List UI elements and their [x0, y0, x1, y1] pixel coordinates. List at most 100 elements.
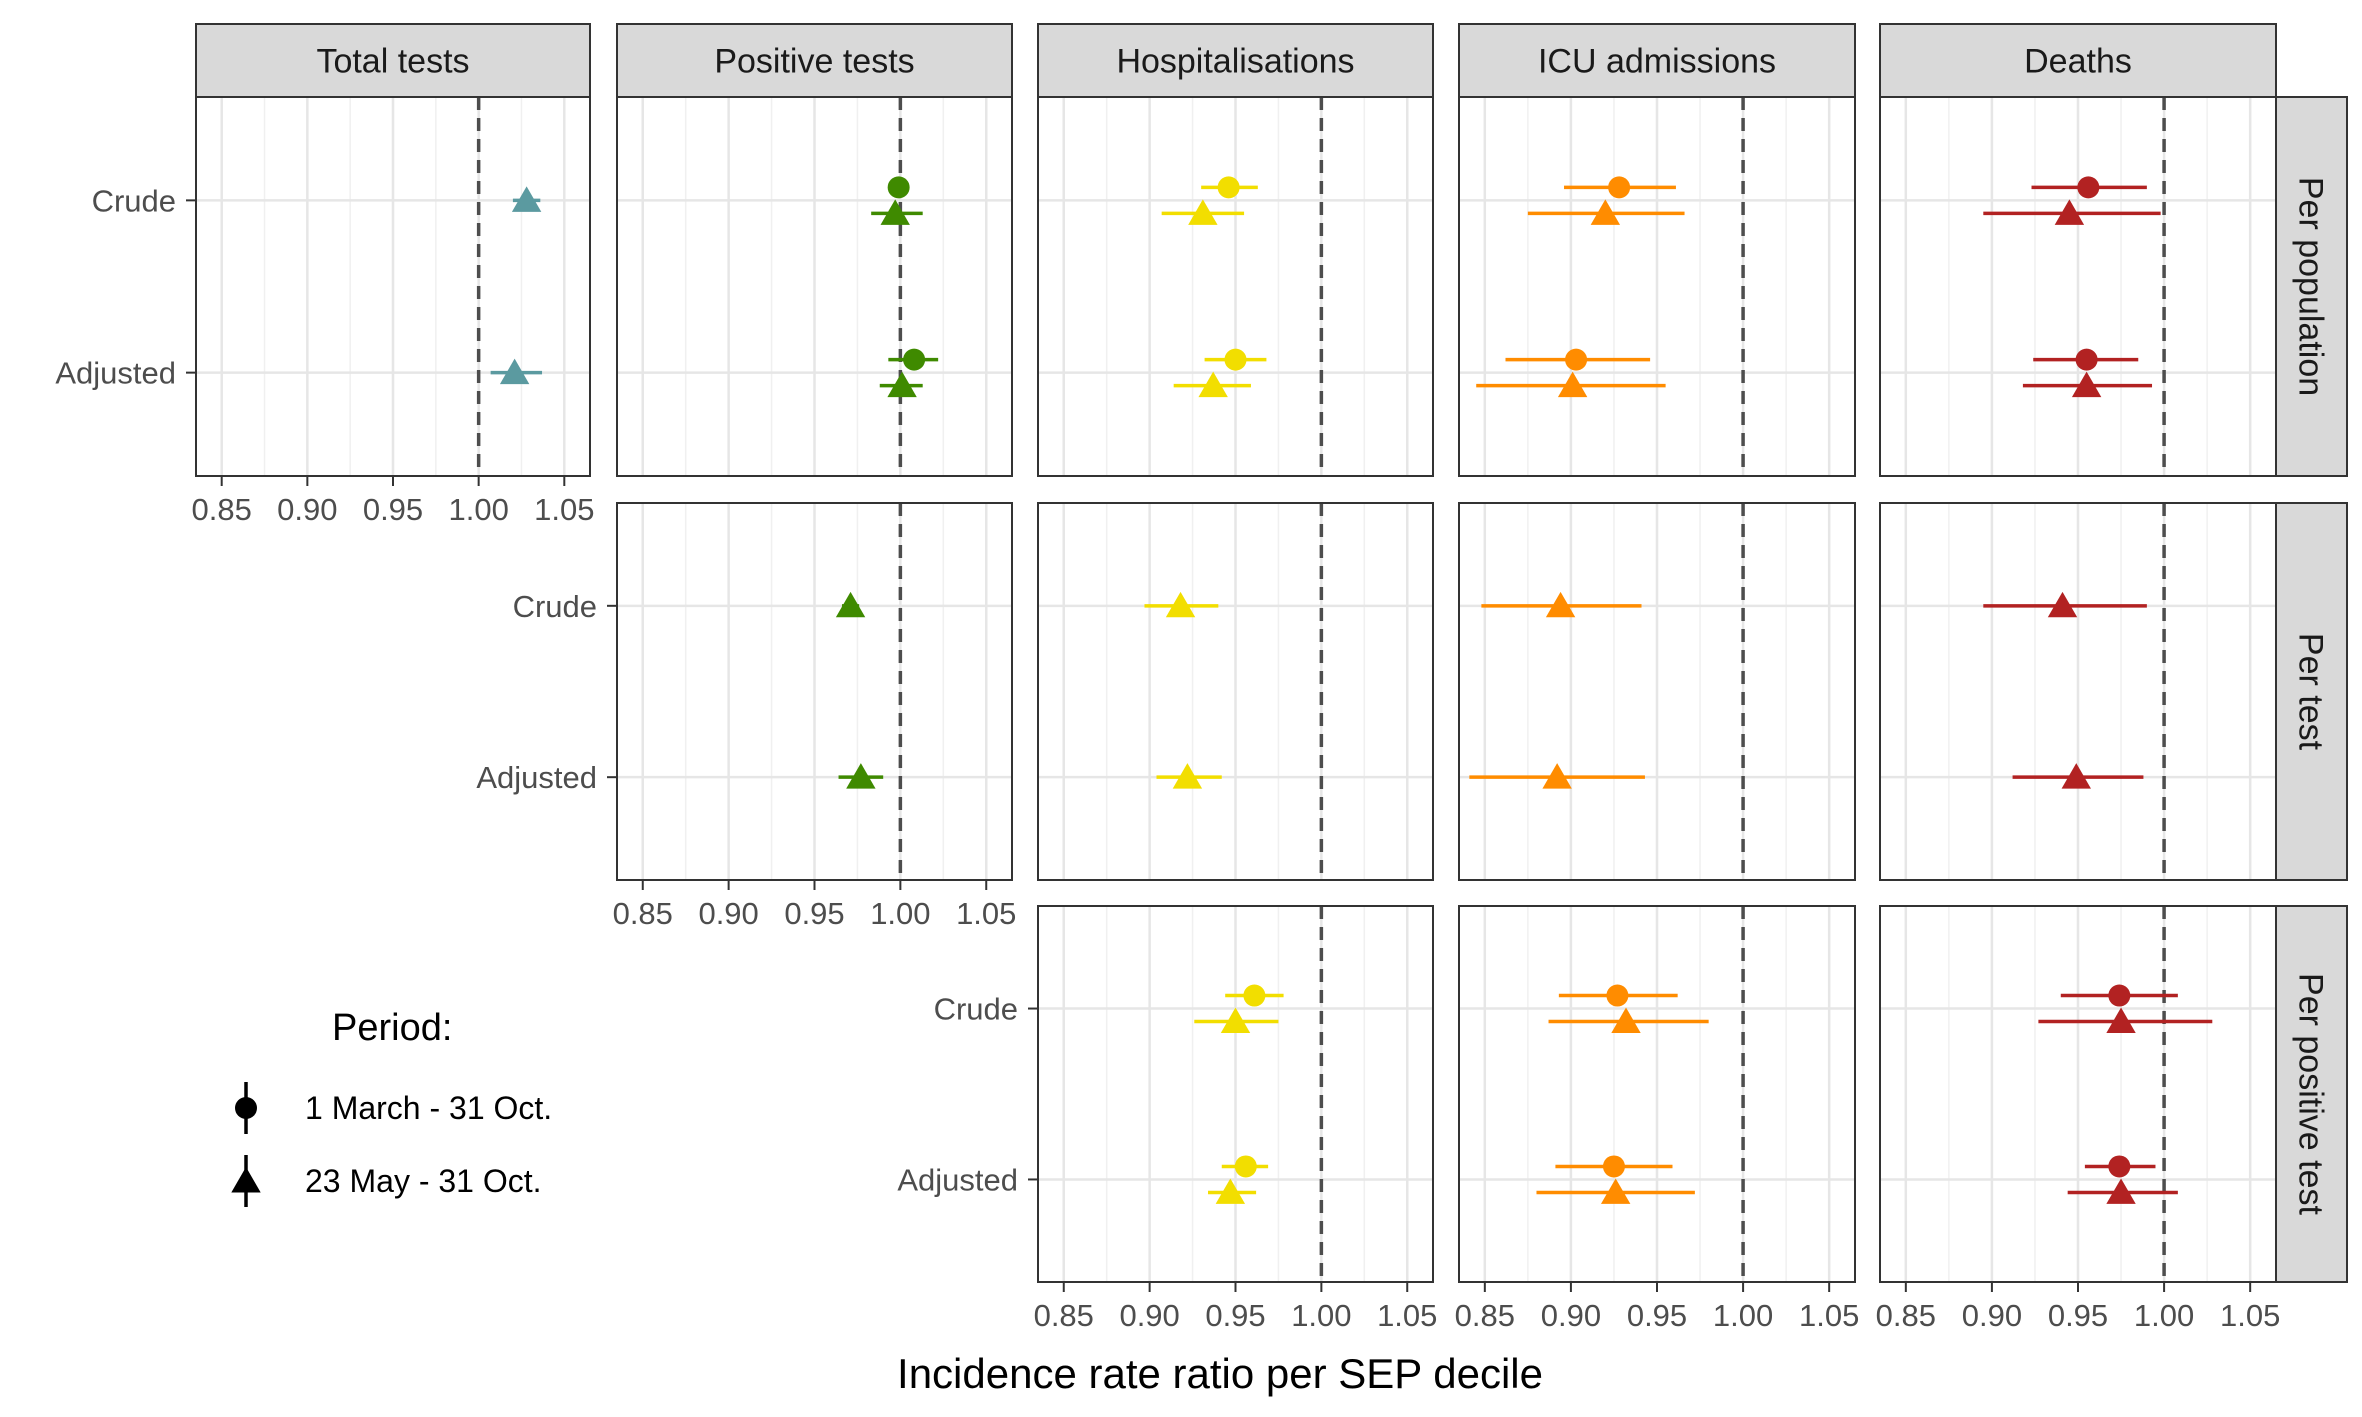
point-marker-triangle: [1165, 591, 1196, 618]
x-tick-label: 1.05: [1377, 1298, 1437, 1333]
y-tick-label: Crude: [934, 992, 1018, 1027]
data-point-pos-hosp-adjusted-triangle: [1208, 1178, 1257, 1204]
x-tick-label: 0.95: [1627, 1298, 1687, 1333]
y-tick-label: Crude: [513, 589, 597, 624]
x-tick-label: 1.00: [448, 492, 508, 527]
x-axis-title: Incidence rate ratio per SEP decile: [897, 1350, 1543, 1397]
x-tick-label: 0.95: [363, 492, 423, 527]
data-point-pop-deaths-crude-triangle: [1983, 199, 2161, 225]
facet-strip-total: [195, 23, 591, 98]
y-tick-label: Crude: [92, 183, 176, 218]
data-point-pos-icu-crude-triangle: [1548, 1007, 1709, 1034]
data-point-pos-icu-adjusted-circle: [1555, 1155, 1673, 1178]
data-point-test-deaths-crude-triangle: [1983, 591, 2147, 618]
facet-strip-deaths: [1879, 23, 2277, 98]
legend-key-circle: [235, 1082, 257, 1134]
x-tick-label: 0.85: [192, 492, 252, 527]
point-marker-triangle: [2106, 1178, 2136, 1204]
panel-border-pop-positive: [616, 96, 1013, 477]
facet-strip-pop: [2275, 96, 2348, 477]
point-marker-triangle: [1611, 1007, 1641, 1034]
facet-strip-test: [2275, 502, 2348, 881]
data-point-pos-icu-crude-circle: [1558, 984, 1678, 1007]
point-marker-circle: [1602, 1155, 1625, 1178]
point-marker-triangle: [2061, 763, 2091, 789]
legend-key-triangle: [231, 1155, 261, 1207]
data-point-pop-deaths-adjusted-triangle: [2022, 371, 2153, 398]
legend-item-label: 1 March - 31 Oct.: [305, 1090, 552, 1126]
point-marker-triangle: [511, 186, 542, 212]
point-marker-circle: [2108, 984, 2131, 1007]
data-point-test-positive-adjusted-triangle: [838, 763, 884, 789]
facet-strip-label-positive: Positive tests: [714, 43, 914, 81]
point-marker-triangle: [1188, 199, 1218, 225]
point-marker-circle: [1217, 176, 1240, 199]
facet-strip-label-pop: Per population: [2292, 177, 2330, 396]
panel-border-test-hosp: [1037, 502, 1434, 881]
data-point-pos-hosp-adjusted-circle: [1221, 1155, 1269, 1178]
data-point-pop-positive-adjusted-circle: [888, 348, 939, 371]
x-tick-label: 0.90: [698, 896, 758, 931]
panel-border-pop-deaths: [1879, 96, 2277, 477]
x-tick-label: 1.00: [1713, 1298, 1773, 1333]
data-point-pop-hosp-crude-circle: [1201, 176, 1258, 199]
data-point-test-hosp-adjusted-triangle: [1156, 763, 1222, 789]
x-tick-label: 0.85: [1034, 1298, 1094, 1333]
point-marker-circle: [1224, 348, 1247, 371]
data-point-pop-deaths-crude-circle: [2031, 176, 2147, 199]
point-marker-triangle: [880, 199, 910, 225]
facet-strip-label-test: Per test: [2292, 633, 2330, 751]
point-marker-circle: [2108, 1155, 2131, 1178]
data-point-pos-deaths-crude-circle: [2060, 984, 2178, 1007]
data-point-pop-deaths-adjusted-circle: [2033, 348, 2139, 371]
point-marker-circle: [2075, 348, 2098, 371]
point-marker-triangle: [2106, 1007, 2136, 1034]
x-tick-label: 0.95: [1205, 1298, 1265, 1333]
facet-strip-label-pos: Per positive test: [2292, 973, 2330, 1215]
data-point-pop-icu-crude-triangle: [1527, 199, 1685, 225]
point-marker-triangle: [887, 371, 917, 398]
point-marker-circle: [887, 176, 910, 199]
point-marker-triangle: [1542, 763, 1572, 789]
data-point-pos-deaths-adjusted-circle: [2084, 1155, 2156, 1178]
point-marker-triangle: [499, 358, 530, 385]
data-point-pop-icu-crude-circle: [1564, 176, 1676, 199]
data-point-test-icu-crude-triangle: [1481, 591, 1642, 618]
data-point-pop-total-adjusted-triangle: [490, 358, 543, 385]
data-point-test-positive-crude-triangle: [835, 591, 866, 618]
y-tick-label: Adjusted: [55, 356, 176, 391]
point-marker-triangle: [846, 763, 876, 789]
data-point-pos-icu-adjusted-triangle: [1536, 1178, 1695, 1204]
point-marker-circle: [1565, 348, 1588, 371]
data-point-pop-positive-crude-circle: [887, 176, 910, 199]
facet-strip-pos: [2275, 905, 2348, 1283]
x-tick-label: 1.05: [956, 896, 1016, 931]
y-tick-label: Adjusted: [897, 1162, 1018, 1197]
data-point-pos-hosp-crude-triangle: [1194, 1007, 1279, 1034]
data-point-pop-hosp-adjusted-circle: [1204, 348, 1267, 371]
point-marker-triangle: [1600, 1178, 1631, 1204]
legend-title: Period:: [332, 1007, 452, 1049]
x-tick-label: 0.90: [277, 492, 337, 527]
point-marker-triangle: [1215, 1178, 1246, 1204]
data-point-pop-positive-crude-triangle: [871, 199, 923, 225]
data-point-pop-total-crude-triangle: [511, 186, 542, 212]
x-tick-label: 1.00: [2134, 1298, 2194, 1333]
y-tick-label: Adjusted: [476, 760, 597, 795]
x-tick-label: 1.05: [534, 492, 594, 527]
data-point-test-hosp-crude-triangle: [1144, 591, 1219, 618]
point-marker-circle: [1606, 984, 1629, 1007]
point-marker-triangle: [1198, 371, 1228, 398]
legend-key-triangle: [231, 1167, 261, 1193]
data-point-pop-icu-adjusted-circle: [1505, 348, 1651, 371]
legend: Period: 1 March - 31 Oct. 23 May - 31 Oct…: [231, 1007, 552, 1207]
point-marker-triangle: [1545, 591, 1576, 618]
point-marker-triangle: [1172, 763, 1203, 789]
panel-border-test-icu: [1458, 502, 1856, 881]
point-marker-triangle: [835, 591, 866, 618]
facet-strip-label-total: Total tests: [316, 43, 469, 81]
data-point-pop-hosp-adjusted-triangle: [1173, 371, 1251, 398]
x-tick-label: 0.85: [1876, 1298, 1936, 1333]
x-tick-label: 1.00: [1291, 1298, 1351, 1333]
legend-item-label: 23 May - 31 Oct.: [305, 1163, 542, 1199]
